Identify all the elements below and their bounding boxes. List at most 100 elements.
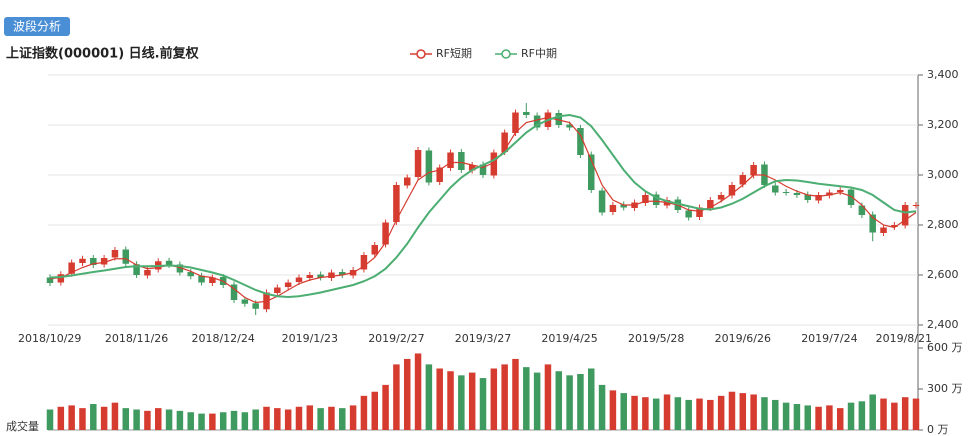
volume-bar bbox=[869, 394, 876, 430]
candle-body bbox=[847, 189, 855, 205]
volume-bar bbox=[252, 409, 259, 430]
candle-body bbox=[328, 272, 335, 278]
volume-bar bbox=[793, 404, 801, 430]
volume-bar bbox=[198, 413, 205, 430]
legend-label: RF中期 bbox=[521, 47, 557, 60]
volume-bar bbox=[674, 397, 682, 430]
volume-bar bbox=[479, 378, 487, 430]
candle-body bbox=[68, 262, 75, 274]
legend-marker bbox=[501, 49, 511, 59]
candle-body bbox=[447, 152, 454, 168]
volume-bar bbox=[631, 395, 638, 430]
volume-bar bbox=[891, 402, 898, 430]
candle-body bbox=[317, 274, 324, 278]
candle-body bbox=[360, 255, 368, 270]
volume-bar bbox=[555, 371, 563, 430]
volume-bar bbox=[241, 412, 249, 430]
volume-tick-label: 0 万 bbox=[927, 423, 949, 436]
candle-body bbox=[458, 152, 465, 170]
volume-bar bbox=[274, 408, 281, 430]
volume-bar bbox=[306, 405, 314, 430]
volume-bar bbox=[209, 413, 216, 430]
rf-line bbox=[49, 113, 917, 299]
volume-bar bbox=[68, 405, 75, 430]
x-tick-label: 2019/6/26 bbox=[715, 332, 771, 345]
volume-bar bbox=[144, 410, 151, 430]
volume-tick-label: 600 万 bbox=[927, 341, 963, 354]
volume-bar bbox=[219, 412, 227, 430]
x-tick-label: 2019/5/28 bbox=[628, 332, 684, 345]
volume-bar bbox=[707, 399, 714, 430]
candle-body bbox=[577, 128, 584, 155]
candle-body bbox=[652, 194, 660, 205]
candle-body bbox=[393, 185, 400, 222]
volume-bar bbox=[858, 401, 866, 430]
candle-body bbox=[815, 195, 822, 201]
volume-bar bbox=[901, 397, 909, 430]
volume-bar bbox=[772, 399, 779, 430]
volume-bar bbox=[165, 409, 173, 430]
volume-bar bbox=[804, 405, 811, 430]
x-tick-label: 2019/2/27 bbox=[368, 332, 424, 345]
volume-bar bbox=[815, 406, 822, 430]
volume-bar bbox=[79, 408, 86, 430]
candle-body bbox=[533, 115, 541, 128]
candle-body bbox=[198, 275, 205, 283]
candle-body bbox=[566, 124, 573, 128]
volume-bar bbox=[880, 398, 887, 430]
candle-body bbox=[284, 282, 292, 287]
volume-bar bbox=[847, 402, 855, 430]
volume-bar bbox=[230, 410, 238, 430]
candle-body bbox=[176, 264, 184, 273]
volume-bar bbox=[339, 408, 346, 430]
candle-body bbox=[901, 205, 909, 226]
candle-body bbox=[209, 277, 216, 283]
volume-bar bbox=[642, 397, 649, 430]
candle-body bbox=[772, 185, 779, 193]
volume-bar bbox=[717, 395, 725, 430]
candle-body bbox=[479, 164, 487, 175]
candle-body bbox=[295, 277, 303, 282]
candle-body bbox=[620, 204, 627, 208]
volume-bar bbox=[458, 375, 465, 430]
x-tick-label: 2018/10/29 bbox=[18, 332, 81, 345]
candle-body bbox=[339, 272, 346, 275]
y-tick-label: 2,400 bbox=[927, 318, 959, 331]
volume-label: 成交量 bbox=[6, 419, 39, 433]
candle-body bbox=[122, 249, 130, 264]
volume-bar bbox=[652, 398, 660, 430]
volume-bar bbox=[501, 364, 508, 430]
volume-bar bbox=[826, 405, 833, 430]
candle-body bbox=[804, 194, 811, 200]
volume-bar bbox=[176, 410, 184, 430]
candle-body bbox=[717, 195, 725, 200]
x-tick-label: 2019/7/24 bbox=[801, 332, 857, 345]
candle-body bbox=[598, 190, 606, 213]
candle-body bbox=[739, 175, 747, 185]
volume-bar bbox=[393, 364, 400, 430]
legend-label: RF短期 bbox=[436, 46, 472, 60]
candle-body bbox=[382, 222, 389, 245]
candle-body bbox=[728, 185, 736, 196]
volume-bar bbox=[46, 409, 54, 430]
volume-bar bbox=[761, 397, 768, 430]
volume-bar bbox=[371, 391, 378, 430]
volume-tick-label: 300 万 bbox=[927, 382, 963, 395]
candle-body bbox=[826, 192, 833, 196]
y-tick-label: 2,800 bbox=[927, 218, 959, 231]
x-tick-label: 2019/3/27 bbox=[455, 332, 511, 345]
y-tick-label: 3,000 bbox=[927, 168, 959, 181]
volume-bar bbox=[544, 364, 552, 430]
volume-bar bbox=[609, 390, 617, 430]
volume-bar bbox=[685, 399, 692, 430]
volume-bar bbox=[90, 404, 97, 430]
candle-body bbox=[880, 227, 887, 233]
candle-body bbox=[79, 258, 86, 263]
volume-bar bbox=[328, 406, 335, 430]
volume-bar bbox=[317, 408, 324, 430]
volume-bar bbox=[739, 393, 747, 430]
volume-bar bbox=[403, 358, 411, 430]
volume-bar bbox=[360, 395, 368, 430]
rf-line bbox=[49, 116, 917, 304]
